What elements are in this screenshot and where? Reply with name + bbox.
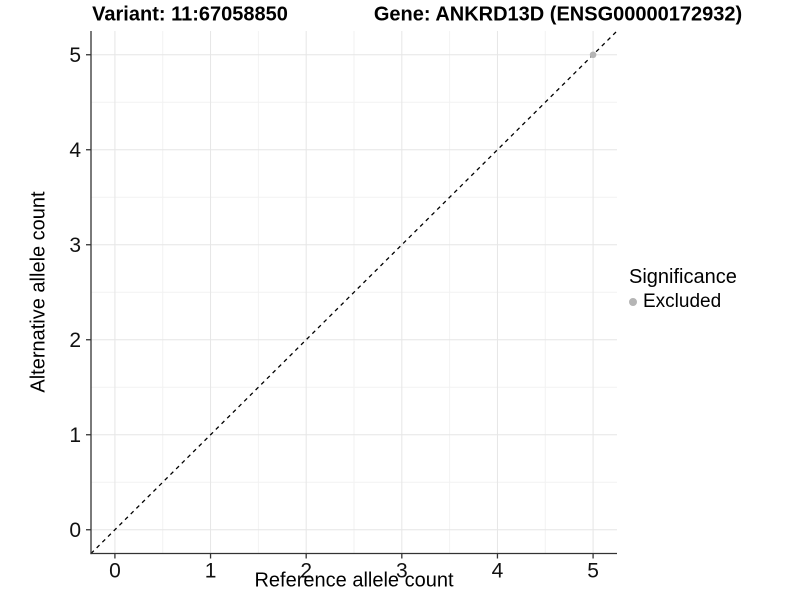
plot-title-gene: Gene: ANKRD13D (ENSG00000172932) bbox=[373, 3, 743, 26]
y-axis-title: Alternative allele count bbox=[27, 191, 50, 393]
y-tick-label: 5 bbox=[69, 44, 81, 67]
y-tick-label: 4 bbox=[69, 139, 81, 162]
x-tick-label: 0 bbox=[109, 560, 121, 583]
y-tick-label: 1 bbox=[69, 424, 81, 447]
y-tick-label: 0 bbox=[69, 519, 81, 542]
x-tick-label: 4 bbox=[492, 560, 504, 583]
x-tick-label: 3 bbox=[396, 560, 408, 583]
legend-item-excluded: Excluded bbox=[629, 291, 737, 313]
excluded-point-icon bbox=[629, 298, 637, 306]
data-point-excluded bbox=[589, 51, 597, 59]
legend: Significance Excluded bbox=[629, 266, 737, 313]
legend-title: Significance bbox=[629, 266, 737, 288]
identity-dashed-line bbox=[90, 30, 618, 554]
plot-title-variant: Variant: 11:67058850 bbox=[92, 3, 288, 26]
y-tick-label: 2 bbox=[69, 329, 81, 352]
x-tick-label: 1 bbox=[205, 560, 217, 583]
x-tick-label: 2 bbox=[300, 560, 312, 583]
y-tick-label: 3 bbox=[69, 234, 81, 257]
x-axis-title: Reference allele count bbox=[254, 569, 454, 592]
x-tick-label: 5 bbox=[587, 560, 599, 583]
legend-item-label: Excluded bbox=[643, 291, 722, 312]
